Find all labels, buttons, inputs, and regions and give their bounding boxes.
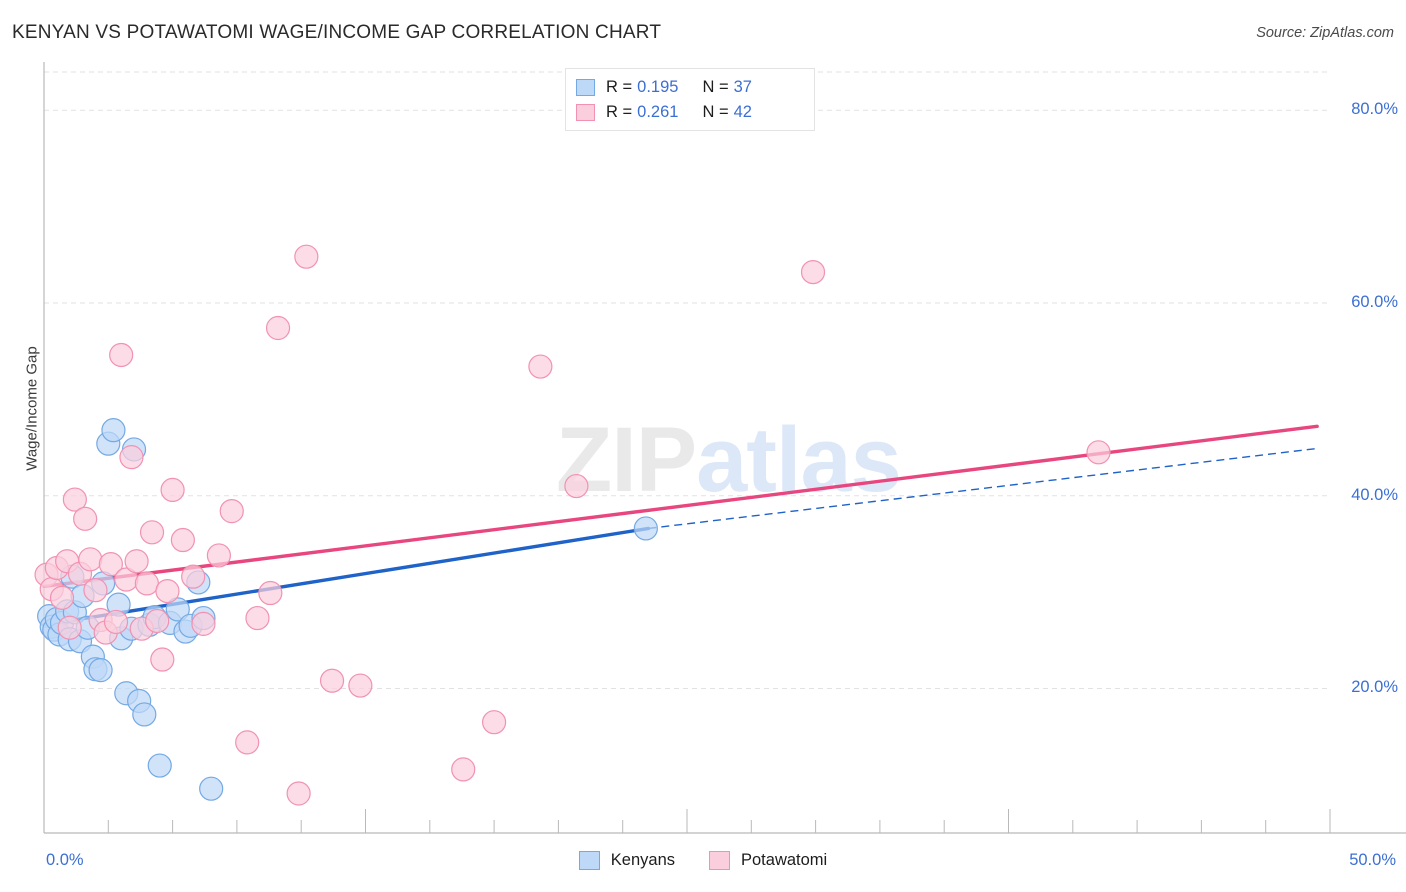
series-legend: Kenyans Potawatomi [0, 851, 1406, 870]
legend-kenyans-swatch-icon [578, 851, 600, 870]
potawatomi-n-label: N = [702, 103, 729, 121]
y-tick-label: 40.0% [1351, 485, 1398, 504]
stats-row-kenyans: R = 0.195 N = 37 [576, 75, 804, 100]
potawatomi-r-value: 0.261 [637, 103, 679, 121]
legend-potawatomi-swatch-icon [709, 851, 730, 870]
kenyans-n-value: 37 [733, 78, 752, 96]
source-attribution: Source: ZipAtlas.com [1256, 25, 1394, 41]
legend-item-potawatomi[interactable]: Potawatomi [709, 851, 827, 870]
stats-row-potawatomi: R = 0.261 N = 42 [576, 100, 804, 125]
y-tick-label: 80.0% [1351, 100, 1398, 119]
kenyans-r-value: 0.195 [637, 78, 679, 96]
kenyans-r-label: R = [606, 78, 633, 96]
x-tick-label: 50.0% [1349, 851, 1396, 869]
y-axis-title: Wage/Income Gap [23, 346, 41, 471]
potawatomi-r-label: R = [606, 103, 633, 121]
potawatomi-n-value: 42 [733, 103, 752, 121]
correlation-stats-box: R = 0.195 N = 37 R = 0.261 N = 42 [565, 68, 815, 131]
kenyans-n-label: N = [702, 78, 729, 96]
kenyans-swatch-icon [576, 79, 595, 96]
y-tick-label: 20.0% [1351, 678, 1398, 697]
legend-item-kenyans[interactable]: Kenyans [578, 851, 675, 870]
potawatomi-swatch-icon [576, 104, 595, 121]
x-tick-label: 0.0% [46, 851, 84, 869]
legend-potawatomi-label: Potawatomi [741, 851, 828, 869]
page-title: KENYAN VS POTAWATOMI WAGE/INCOME GAP COR… [12, 22, 662, 43]
y-tick-label: 60.0% [1351, 292, 1398, 311]
legend-kenyans-label: Kenyans [610, 851, 675, 869]
